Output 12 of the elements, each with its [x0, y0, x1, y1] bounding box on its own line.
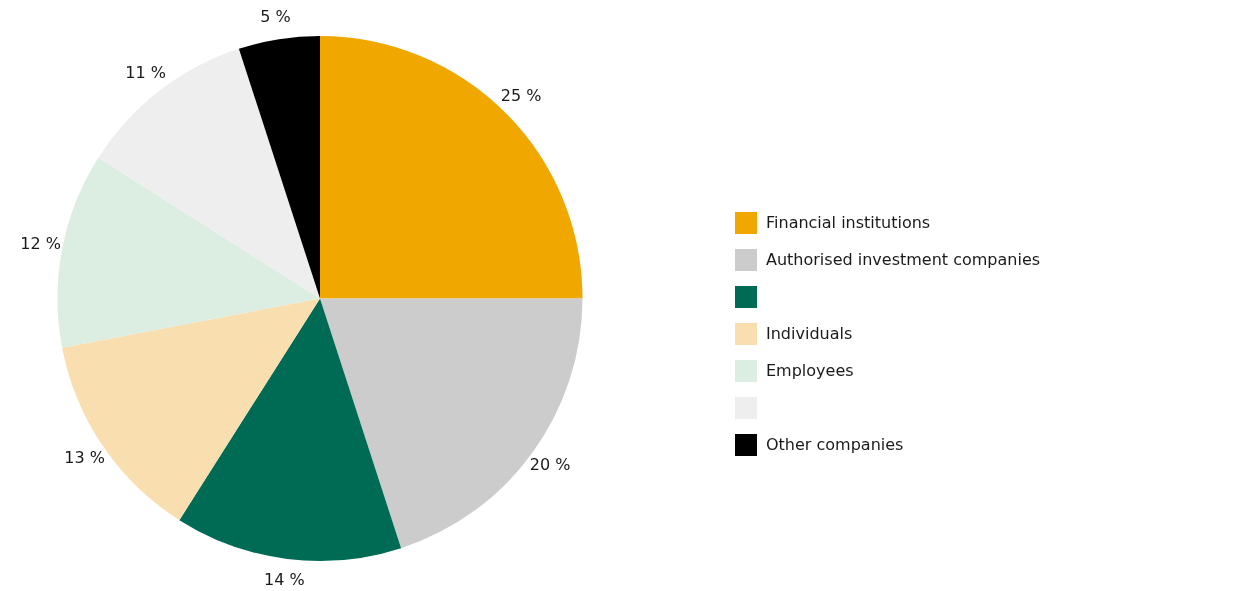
- data-label: 13 %: [64, 447, 106, 467]
- data-label: 5 %: [260, 6, 291, 26]
- data-label: 20 %: [529, 454, 571, 474]
- data-label: 12 %: [20, 234, 61, 254]
- legend-label: Employees: [766, 361, 854, 380]
- legend-label: Financial institutions: [766, 213, 931, 232]
- data-label: 11 %: [125, 62, 166, 82]
- data-label: 25 %: [500, 86, 542, 106]
- legend-label: Authorised investment companies: [766, 250, 1041, 269]
- data-label: 14 %: [264, 569, 305, 589]
- legend-label: Individuals: [766, 324, 853, 343]
- legend-label: Other companies: [766, 435, 904, 454]
